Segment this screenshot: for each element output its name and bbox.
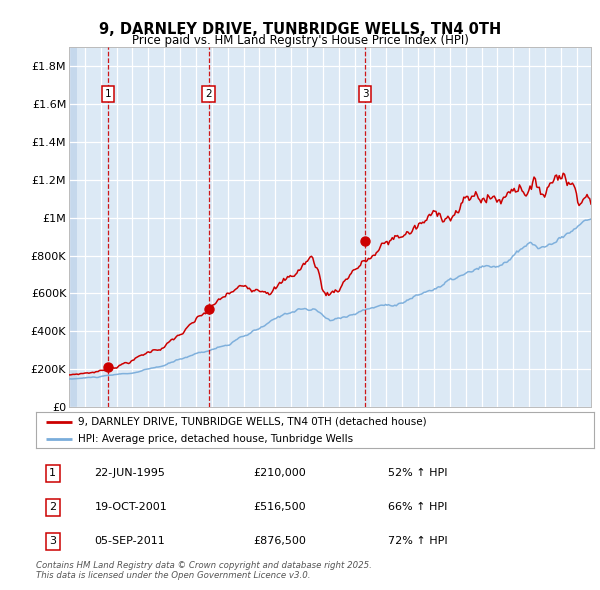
Text: 2: 2 — [49, 502, 56, 512]
Text: HPI: Average price, detached house, Tunbridge Wells: HPI: Average price, detached house, Tunb… — [78, 434, 353, 444]
Text: 9, DARNLEY DRIVE, TUNBRIDGE WELLS, TN4 0TH (detached house): 9, DARNLEY DRIVE, TUNBRIDGE WELLS, TN4 0… — [78, 417, 427, 427]
Text: £516,500: £516,500 — [254, 502, 306, 512]
Text: 1: 1 — [105, 88, 112, 99]
Text: 19-OCT-2001: 19-OCT-2001 — [95, 502, 167, 512]
Bar — [69, 47, 77, 407]
Text: 66% ↑ HPI: 66% ↑ HPI — [388, 502, 447, 512]
Text: 9, DARNLEY DRIVE, TUNBRIDGE WELLS, TN4 0TH: 9, DARNLEY DRIVE, TUNBRIDGE WELLS, TN4 0… — [99, 22, 501, 37]
Text: 52% ↑ HPI: 52% ↑ HPI — [388, 468, 447, 478]
Text: 2: 2 — [205, 88, 212, 99]
Text: 1: 1 — [49, 468, 56, 478]
Text: Contains HM Land Registry data © Crown copyright and database right 2025.
This d: Contains HM Land Registry data © Crown c… — [36, 560, 372, 580]
Text: £210,000: £210,000 — [254, 468, 307, 478]
Text: Price paid vs. HM Land Registry's House Price Index (HPI): Price paid vs. HM Land Registry's House … — [131, 34, 469, 47]
Text: 72% ↑ HPI: 72% ↑ HPI — [388, 536, 447, 546]
Text: 3: 3 — [49, 536, 56, 546]
Text: 22-JUN-1995: 22-JUN-1995 — [95, 468, 166, 478]
Text: 05-SEP-2011: 05-SEP-2011 — [95, 536, 166, 546]
Text: £876,500: £876,500 — [254, 536, 307, 546]
Text: 3: 3 — [362, 88, 368, 99]
